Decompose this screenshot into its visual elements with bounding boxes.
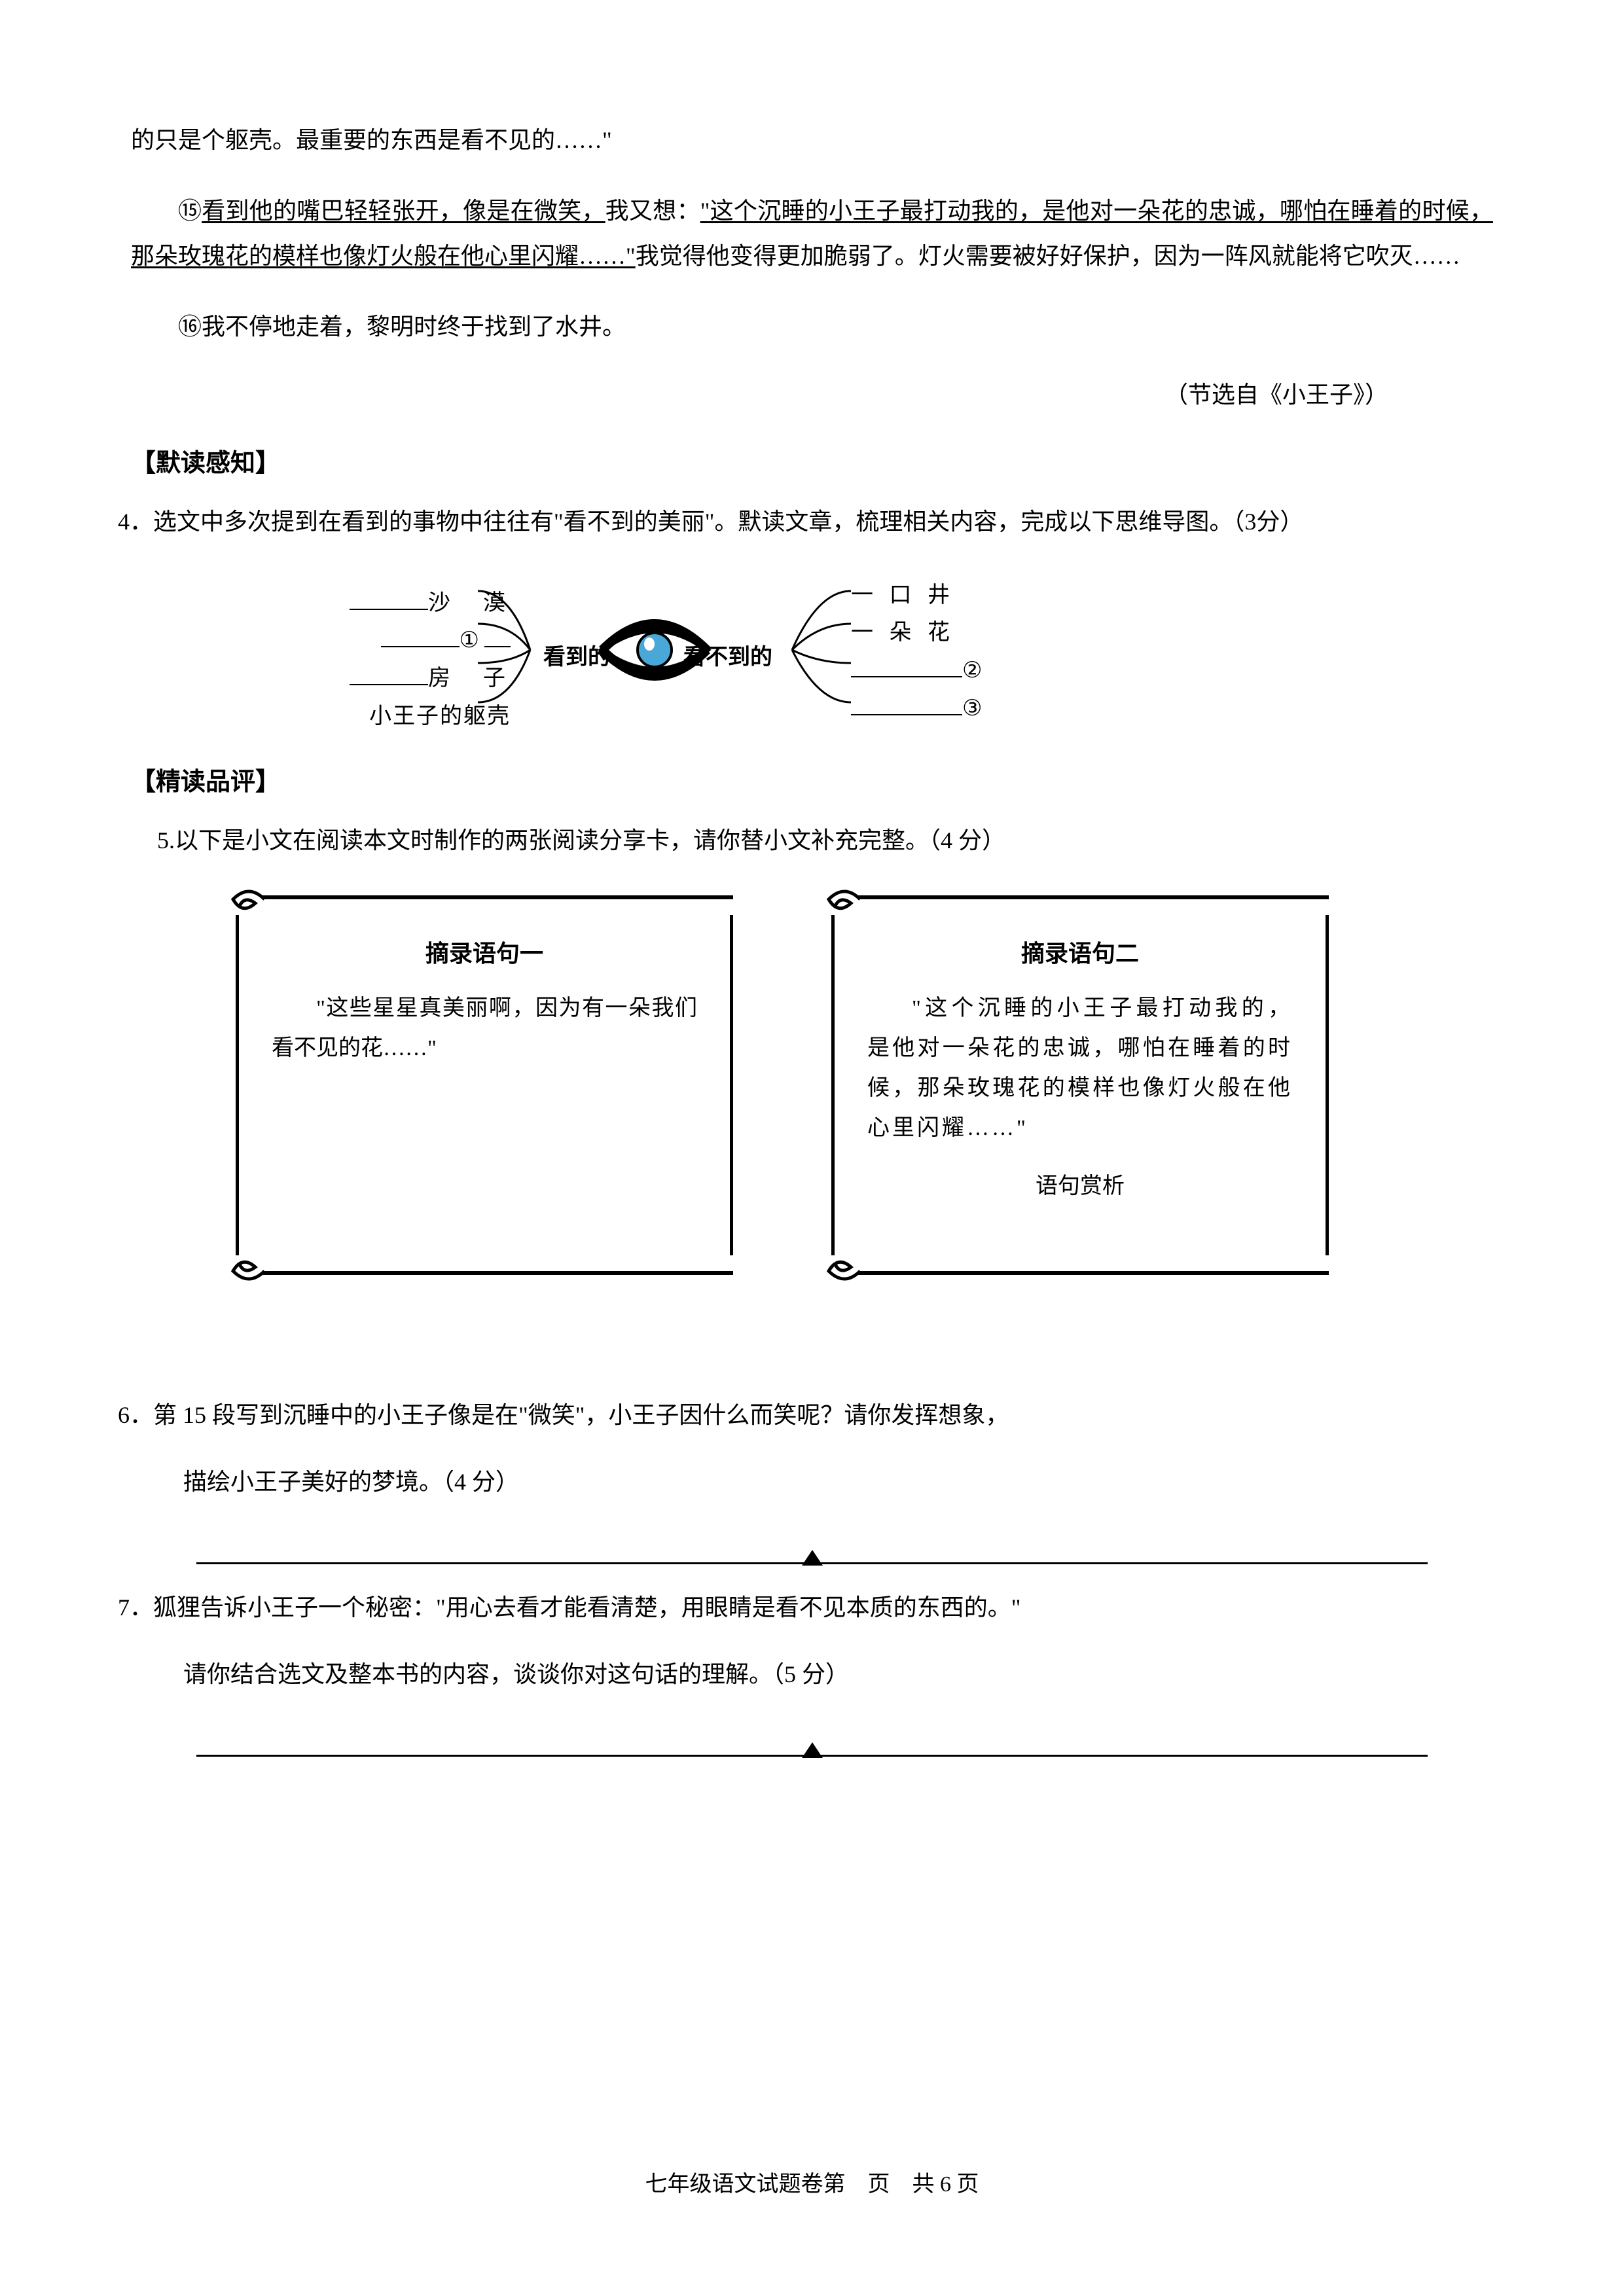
section-header-1: 【默读感知】 xyxy=(131,442,1493,478)
question-7-line1: 7．狐狸告诉小王子一个秘密："用心去看才能看清楚，用眼睛是看不见本质的东西的。" xyxy=(131,1584,1493,1631)
p2-mid: 我又想： xyxy=(605,198,700,224)
scroll-top-1 xyxy=(196,884,733,915)
section-header-2: 【精读品评】 xyxy=(131,761,1493,797)
triangle-icon xyxy=(802,1550,823,1566)
triangle-icon xyxy=(802,1742,823,1758)
mm-blank-3[interactable] xyxy=(851,697,962,715)
mm-left-line-a xyxy=(350,592,428,610)
mm-right-a: 一 口 井 xyxy=(851,577,1001,615)
card-2-body: 摘录语句二 "这个沉睡的小王子最打动我的，是他对一朵花的忠诚，哪怕在睡着的时候，… xyxy=(831,915,1329,1255)
scroll-curl-icon xyxy=(805,1255,860,1287)
card-1: 摘录语句一 "这些星星真美丽啊，因为有一朵我们看不见的花……" xyxy=(196,884,733,1287)
passage-p1: 的只是个躯壳。最重要的东西是看不见的……" xyxy=(131,118,1493,162)
card-1-body: 摘录语句一 "这些星星真美丽啊，因为有一朵我们看不见的花……" xyxy=(236,915,733,1255)
center-label-right: 看不到的 xyxy=(683,639,772,671)
mindmap-center: 看到的 看不到的 xyxy=(524,614,785,686)
mm-blank-1[interactable] xyxy=(381,629,460,647)
page-footer: 七年级语文试题卷第 页 共 6 页 xyxy=(0,2166,1624,2198)
mindmap: 沙 漠 ① 房 子 小王子的躯壳 看到的 看不到的 一 口 井 一 朵 花 ② … xyxy=(314,565,1001,735)
card-1-quote: "这些星星真美丽啊，因为有一朵我们看不见的花……" xyxy=(272,988,697,1068)
p2-after: 我觉得他变得更加脆弱了。灯火需要被好好保护，因为一阵风就能将它吹灭…… xyxy=(636,243,1460,269)
mm-left-line-c xyxy=(350,667,428,685)
mm-right-c: ② xyxy=(851,652,1001,690)
para-num-15: ⑮ xyxy=(178,198,202,224)
scroll-bot-2 xyxy=(792,1255,1329,1287)
card-1-title: 摘录语句一 xyxy=(272,935,697,969)
question-4: 4．选文中多次提到在看到的事物中往往有"看不到的美丽"。默读文章，梳理相关内容，… xyxy=(131,498,1493,545)
mm-right-b: 一 朵 花 xyxy=(851,614,1001,652)
card-2: 摘录语句二 "这个沉睡的小王子最打动我的，是他对一朵花的忠诚，哪怕在睡着的时候，… xyxy=(792,884,1329,1287)
question-6-line1: 6．第 15 段写到沉睡中的小王子像是在"微笑"，小王子因什么而笑呢？请你发挥想… xyxy=(131,1391,1493,1439)
answer-line-7[interactable] xyxy=(196,1731,1428,1757)
mm-right-d: ③ xyxy=(851,690,1001,728)
scroll-curl-icon xyxy=(805,884,860,915)
branch-right-icon xyxy=(785,578,851,722)
scroll-top-2 xyxy=(792,884,1329,915)
question-7-line2: 请你结合选文及整本书的内容，谈谈你对这句话的理解。（5 分） xyxy=(183,1651,1493,1698)
scroll-curl-icon xyxy=(209,1255,264,1287)
mm-blank-2[interactable] xyxy=(851,659,962,677)
question-5: 5.以下是小文在阅读本文时制作的两张阅读分享卡，请你替小文补充完整。（4 分） xyxy=(131,817,1493,864)
source-citation: （节选自《小王子》） xyxy=(131,376,1493,410)
scroll-bot-1 xyxy=(196,1255,733,1287)
cards-row: 摘录语句一 "这些星星真美丽啊，因为有一朵我们看不见的花……" 摘录语句二 "这… xyxy=(196,884,1493,1287)
card-2-quote: "这个沉睡的小王子最打动我的，是他对一朵花的忠诚，哪怕在睡着的时候，那朵玫瑰花的… xyxy=(867,988,1293,1149)
card-2-title: 摘录语句二 xyxy=(867,935,1293,969)
passage-p3: ⑯我不停地走着，黎明时终于找到了水井。 xyxy=(131,304,1493,349)
card-2-sub: 语句赏析 xyxy=(867,1168,1293,1200)
underline-1: 看到他的嘴巴轻轻张开，像是在微笑， xyxy=(202,198,605,224)
question-6-line2: 描绘小王子美好的梦境。（4 分） xyxy=(183,1458,1493,1505)
passage-p2: ⑮看到他的嘴巴轻轻张开，像是在微笑，我又想："这个沉睡的小王子最打动我的，是他对… xyxy=(131,188,1493,278)
answer-line-6[interactable] xyxy=(196,1538,1428,1564)
mindmap-right-col: 一 口 井 一 朵 花 ② ③ xyxy=(851,577,1001,728)
scroll-curl-icon xyxy=(209,884,264,915)
